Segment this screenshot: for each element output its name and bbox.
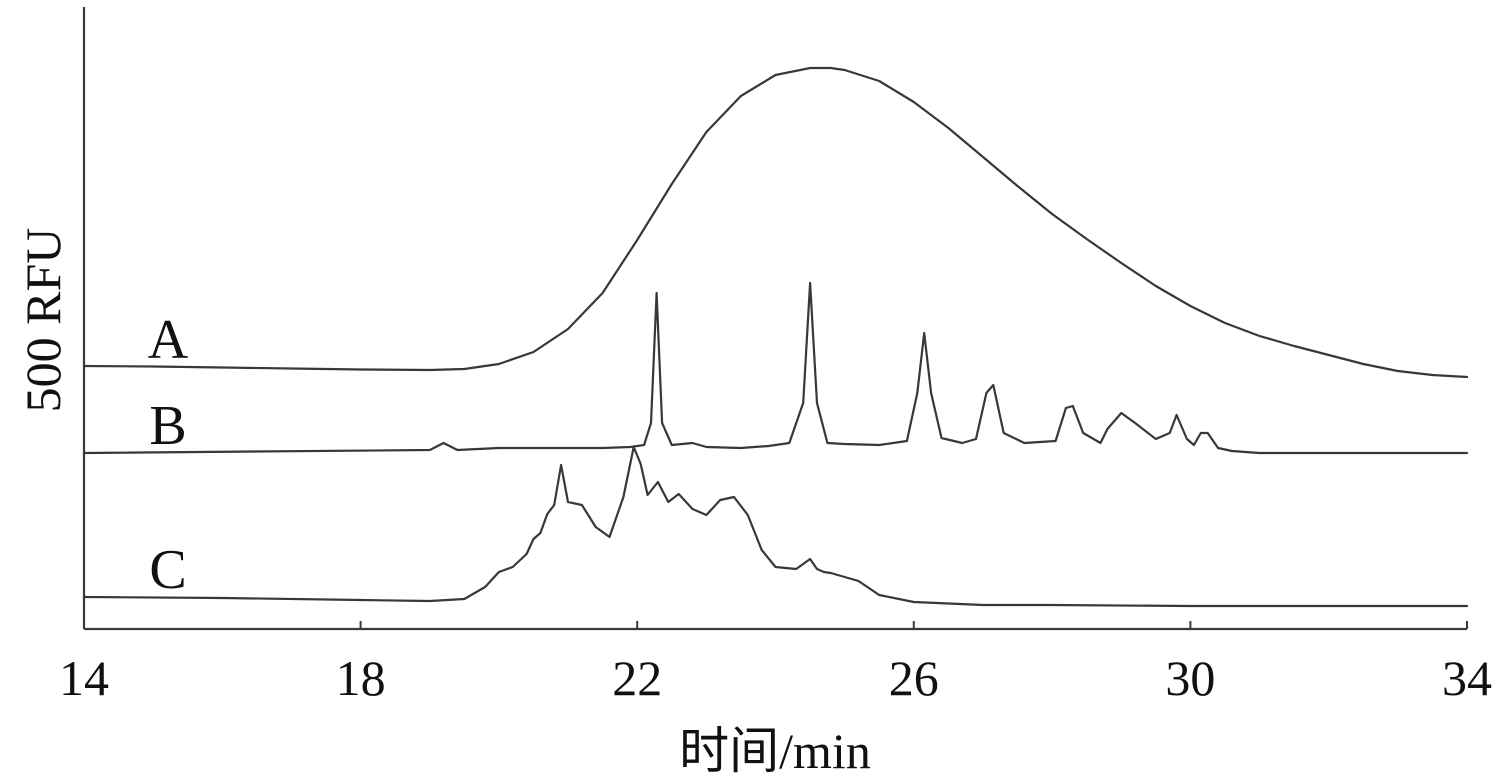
x-tick-label: 22	[612, 650, 662, 706]
y-axis-title: 500 RFU	[15, 228, 71, 413]
x-axis-title: 时间/min	[679, 723, 871, 778]
trace-label-a: A	[148, 309, 189, 371]
trace-label-b: B	[149, 395, 186, 457]
trace-line-c	[82, 445, 1469, 608]
x-tick-label: 18	[336, 650, 386, 706]
x-tick-label: 26	[889, 650, 939, 706]
x-tick-group: 14 18 22 26 30 34	[59, 621, 1492, 706]
trace-group	[82, 66, 1469, 608]
x-tick-label: 14	[59, 650, 109, 706]
trace-label-c: C	[149, 539, 186, 601]
trace-line-a	[82, 66, 1469, 379]
trace-line-b	[82, 281, 1469, 455]
trace-label-group: AB C	[148, 309, 189, 601]
x-tick-label: 30	[1165, 650, 1215, 706]
x-tick-label: 34	[1442, 650, 1492, 706]
